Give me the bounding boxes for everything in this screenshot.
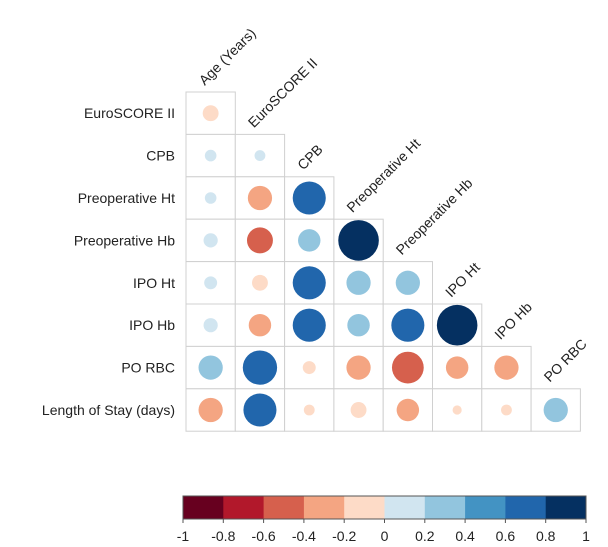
- corr-circle-length-of-stay-days-cpb: [303, 404, 315, 416]
- col-label-ipo-hb: IPO Hb: [491, 299, 535, 343]
- corr-circle-ipo-hb-age-years: [203, 318, 218, 333]
- row-label-cpb: CPB: [146, 148, 175, 164]
- colorbar-segment: [263, 496, 305, 519]
- row-label-ipo-hb: IPO Hb: [129, 317, 175, 333]
- col-label-preoperative-hb: Preoperative Hb: [393, 175, 476, 258]
- col-label-preoperative-ht: Preoperative Ht: [343, 135, 423, 215]
- cell-preoperative-hb-euroscore-ii: [234, 218, 286, 263]
- corr-circle-length-of-stay-days-age-years: [198, 397, 223, 423]
- corr-circle-po-rbc-ipo-hb: [494, 355, 519, 380]
- row-labels: EuroSCORE II CPB Preoperative Ht Preoperati…: [42, 105, 175, 418]
- colorbar-segment: [424, 496, 466, 519]
- corr-circle-preoperative-hb-cpb: [298, 229, 321, 252]
- corr-circle-ipo-hb-preoperative-hb: [391, 308, 425, 342]
- colorbar-tick-label: 0.6: [496, 528, 516, 544]
- colorbar-tick-label: -0.6: [252, 528, 276, 544]
- cell-po-rbc-age-years: [185, 345, 236, 390]
- row-label-preoperative-hb: Preoperative Hb: [74, 232, 175, 248]
- colorbar-segment: [384, 496, 426, 519]
- corr-circle-length-of-stay-days-euroscore-ii: [243, 393, 277, 427]
- colorbar-segment: [303, 496, 345, 519]
- corr-circle-preoperative-hb-age-years: [203, 233, 218, 248]
- corr-circle-ipo-ht-euroscore-ii: [252, 274, 268, 291]
- corr-circle-preoperative-hb-euroscore-ii: [246, 227, 273, 254]
- colorbar-tick-label: 1: [582, 528, 590, 544]
- corr-circle-ipo-ht-cpb: [292, 266, 326, 300]
- corr-circle-cpb-euroscore-ii: [254, 150, 266, 162]
- col-label-age-years: Age (Years): [196, 25, 259, 88]
- corr-circle-ipo-hb-preoperative-ht: [347, 313, 370, 337]
- colorbar-tick-label: -0.8: [211, 528, 235, 544]
- corr-circle-ipo-hb-cpb: [292, 308, 326, 342]
- corr-circle-length-of-stay-days-preoperative-ht: [350, 402, 367, 418]
- corr-circle-ipo-ht-preoperative-ht: [346, 270, 371, 295]
- corr-circle-length-of-stay-days-ipo-ht: [452, 405, 462, 415]
- corr-circle-po-rbc-preoperative-ht: [346, 355, 371, 380]
- colorbar-tick-label: 0.2: [415, 528, 435, 544]
- correlation-cells: [185, 91, 581, 432]
- colorbar-tick-label: 0.4: [455, 528, 475, 544]
- corr-circle-preoperative-ht-euroscore-ii: [247, 185, 273, 211]
- corr-circle-ipo-ht-preoperative-hb: [395, 270, 420, 295]
- row-label-length-of-stay-days: Length of Stay (days): [42, 402, 175, 418]
- corr-circle-ipo-hb-euroscore-ii: [248, 313, 272, 337]
- row-label-euroscore-ii: EuroSCORE II: [84, 105, 175, 121]
- colorbar-tick-label: -0.2: [332, 528, 356, 544]
- corr-circle-preoperative-ht-age-years: [204, 192, 217, 204]
- corr-circle-length-of-stay-days-po-rbc: [543, 397, 568, 423]
- corr-circle-po-rbc-euroscore-ii: [242, 350, 278, 385]
- corr-circle-length-of-stay-days-ipo-hb: [501, 404, 512, 416]
- corr-circle-length-of-stay-days-preoperative-hb: [396, 398, 420, 422]
- corr-circle-ipo-ht-age-years: [204, 276, 218, 290]
- corr-circle-cpb-age-years: [204, 149, 217, 162]
- corr-circle-po-rbc-ipo-ht: [445, 356, 469, 379]
- colorbar-segment: [465, 496, 506, 519]
- colorbar-segment: [505, 496, 547, 519]
- corr-circle-po-rbc-cpb: [302, 361, 316, 375]
- colorbar-segment: [183, 496, 224, 519]
- colorbar: [182, 495, 587, 523]
- colorbar-tick-label: 0: [381, 528, 389, 544]
- colorbar-tick-label: 0.8: [536, 528, 556, 544]
- col-label-euroscore-ii: EuroSCORE II: [245, 55, 321, 131]
- colorbar-tick-label: -0.4: [292, 528, 316, 544]
- col-label-cpb: CPB: [294, 141, 326, 173]
- colorbar-segment: [344, 496, 385, 519]
- row-label-po-rbc: PO RBC: [121, 360, 175, 376]
- corr-circle-ipo-hb-ipo-ht: [436, 304, 478, 346]
- col-label-ipo-ht: IPO Ht: [442, 259, 483, 300]
- cell-ipo-ht-preoperative-ht: [333, 261, 384, 305]
- row-label-ipo-ht: IPO Ht: [133, 275, 175, 291]
- corr-circle-preoperative-hb-preoperative-ht: [338, 220, 379, 261]
- colorbar-tick-label: -1: [177, 528, 190, 544]
- colorbar-tick-labels: -1 -0.8 -0.6 -0.4 -0.2 0 0.2 0.4 0.6 0.8 1: [177, 528, 590, 544]
- corr-circle-euroscore-ii-age-years: [202, 105, 219, 122]
- colorbar-segment: [545, 496, 587, 519]
- colorbar-segment: [223, 496, 265, 519]
- corr-circle-preoperative-ht-cpb: [292, 181, 326, 215]
- col-label-po-rbc: PO RBC: [541, 336, 590, 385]
- row-label-preoperative-ht: Preoperative Ht: [78, 190, 175, 206]
- corr-circle-po-rbc-preoperative-hb: [391, 351, 424, 384]
- corr-circle-po-rbc-age-years: [198, 355, 223, 380]
